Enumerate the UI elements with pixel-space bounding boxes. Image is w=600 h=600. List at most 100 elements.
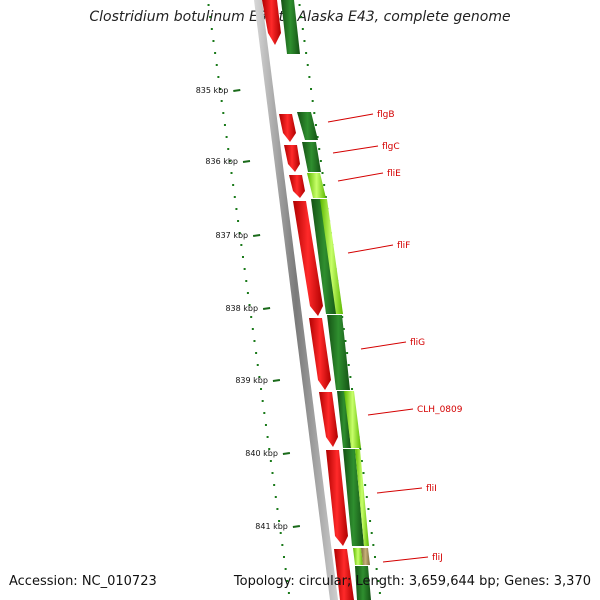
scale-dot — [273, 484, 276, 486]
reverse-strand-cds — [262, 0, 354, 600]
guide-dot — [314, 124, 317, 126]
scale-dot — [232, 184, 235, 186]
scale-tick-label: 839 kbp — [235, 376, 268, 385]
scale-dot — [215, 64, 218, 66]
gene-label[interactable]: flgB — [377, 110, 395, 120]
guide-dot — [346, 352, 349, 354]
scale-dot — [253, 340, 256, 342]
scale-dot — [219, 88, 222, 90]
backbone-ring — [254, 0, 338, 600]
cds-red-top[interactable] — [262, 0, 281, 45]
map-title: Clostridium botulinum E3 str. Alaska E43… — [89, 9, 511, 25]
gene-label[interactable]: fliF — [397, 241, 410, 251]
guide-dot — [316, 136, 319, 138]
scale-dot — [225, 136, 228, 138]
guide-dot — [321, 172, 324, 174]
scale-dot — [271, 472, 274, 474]
scale-dot — [282, 556, 285, 558]
scale-dot — [233, 196, 236, 198]
guide-dot — [362, 472, 365, 474]
green-block-3 — [307, 173, 326, 198]
guide-dot — [359, 448, 362, 450]
scale-dot — [228, 160, 231, 162]
scale-dot — [220, 100, 223, 102]
scale-tick — [242, 160, 251, 163]
scale-tick-label: 837 kbp — [216, 231, 249, 240]
guide-dot — [301, 28, 304, 30]
scale-dot — [286, 580, 289, 582]
scale-dot — [230, 172, 233, 174]
guide-dot — [344, 340, 347, 342]
guide-dot — [310, 88, 313, 90]
guide-dot — [369, 520, 372, 522]
scale-tick — [272, 379, 281, 382]
scale-tick-label: 840 kbp — [245, 449, 278, 458]
scale-dot — [268, 448, 271, 450]
guide-dot — [365, 496, 368, 498]
scale-tick — [262, 307, 271, 310]
guide-dot — [377, 580, 380, 582]
scale-dot — [210, 28, 213, 30]
cds-red-fliF[interactable] — [293, 201, 323, 316]
green-block-1 — [297, 112, 318, 140]
guide-dot — [367, 508, 370, 510]
scale-dot — [222, 112, 225, 114]
inner-scale-dots — [207, 4, 290, 594]
scale-dot — [255, 352, 258, 354]
green-block-6 — [337, 391, 351, 448]
green-block-4b — [320, 199, 343, 314]
guide-dot — [360, 460, 363, 462]
gene-label[interactable]: fliG — [410, 338, 425, 348]
scale-dot — [209, 16, 212, 18]
cds-red-fliE[interactable] — [289, 175, 305, 198]
green-block-8 — [353, 548, 363, 565]
green-block-9 — [355, 566, 371, 600]
guide-dot — [300, 16, 303, 18]
cds-red-fliJ[interactable] — [334, 549, 354, 600]
guide-dot — [305, 52, 308, 54]
scale-dot — [227, 148, 230, 150]
genome-summary: Topology: circular; Length: 3,659,644 bp… — [233, 574, 591, 589]
scale-dot — [261, 400, 264, 402]
guide-dot — [372, 544, 375, 546]
guide-dot — [303, 40, 306, 42]
scale-dot — [284, 568, 287, 570]
gene-label[interactable]: fliJ — [432, 553, 443, 563]
cds-red-fliI[interactable] — [326, 450, 348, 546]
similarity-track — [281, 0, 371, 600]
scale-tick — [282, 452, 291, 455]
gene-label[interactable]: fliE — [387, 169, 401, 179]
guide-dot — [306, 64, 309, 66]
green-block-7b — [355, 449, 369, 546]
scale-dot — [263, 412, 266, 414]
guide-dot — [347, 364, 350, 366]
gene-leader-line — [360, 341, 407, 350]
scale-dot — [276, 508, 279, 510]
scale-dot — [246, 292, 249, 294]
guide-dot — [375, 568, 378, 570]
cds-red-fliG[interactable] — [309, 318, 331, 390]
scale-dot — [274, 496, 277, 498]
green-block-7 — [343, 449, 364, 546]
scale-ticks: 835 kbp 836 kbp 837 kbp 838 kbp 839 kbp 840 k… — [196, 86, 301, 531]
scale-dot — [241, 256, 244, 258]
guide-dot — [318, 148, 321, 150]
scale-dot — [256, 364, 259, 366]
scale-dot — [237, 220, 240, 222]
gene-label[interactable]: fliI — [426, 484, 437, 494]
gene-label[interactable]: CLH_0809 — [417, 405, 463, 415]
cds-red-flgC[interactable] — [284, 145, 300, 172]
gene-leader-line — [347, 244, 394, 254]
gene-leader-line — [376, 487, 423, 494]
scale-tick-label: 835 kbp — [196, 86, 229, 95]
scale-dot — [260, 388, 263, 390]
scale-dot — [235, 208, 238, 210]
cds-red-flgB[interactable] — [279, 114, 296, 142]
scale-tick-label: 841 kbp — [255, 522, 288, 531]
guide-dot — [373, 556, 376, 558]
guide-dot — [298, 4, 301, 6]
gene-label[interactable]: flgC — [382, 142, 400, 152]
scale-dot — [279, 532, 282, 534]
cds-red-CLH0809[interactable] — [319, 392, 338, 447]
